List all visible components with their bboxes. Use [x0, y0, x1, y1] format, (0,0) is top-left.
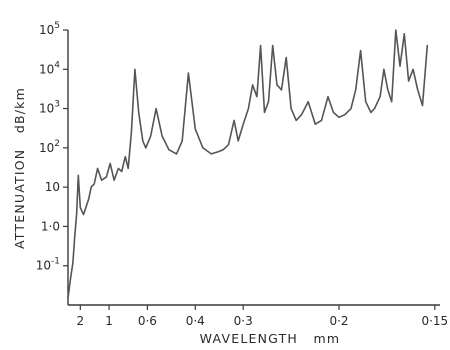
series-group	[67, 29, 429, 299]
ticks: 2 1 0·6 0·4 0·3 0·2 0·15 10-1 1·0 10 102 103 104 105	[36, 21, 448, 328]
y-tick-label: 103	[39, 100, 60, 116]
x-tick-label: 0·4	[186, 314, 205, 328]
x-tick-label: 0·15	[421, 314, 448, 328]
x-tick-label: 1	[105, 314, 113, 328]
x-axis-title: WAVELENGTH mm	[200, 331, 341, 346]
attenuation-series-line	[67, 29, 429, 299]
y-tick-label: 104	[39, 60, 60, 76]
plot-area	[67, 30, 440, 306]
x-tick-label: 2	[76, 314, 84, 328]
x-tick-label: 0·3	[234, 314, 253, 328]
y-tick-label: 1·0	[41, 219, 60, 233]
y-tick-label: 102	[39, 139, 60, 155]
y-tick-label: 10	[45, 180, 60, 194]
x-tick-label: 0·6	[138, 314, 157, 328]
x-tick-label: 0·2	[329, 314, 348, 328]
y-tick-label: 10-1	[36, 257, 60, 273]
y-axis-title: ATTENUATION dB/km	[12, 87, 27, 249]
y-tick-label: 105	[39, 21, 60, 37]
